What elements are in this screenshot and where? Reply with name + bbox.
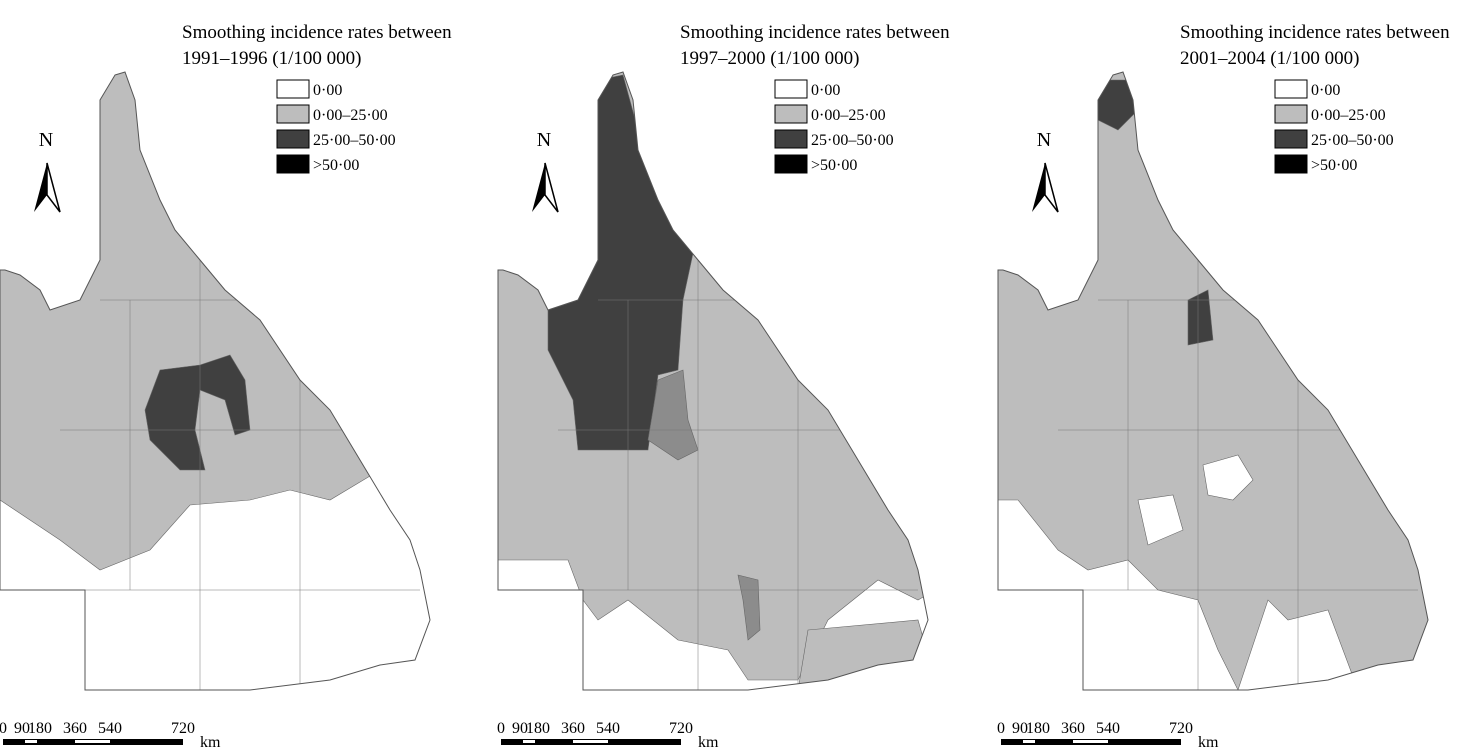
shaded-region <box>998 72 1428 690</box>
scale-bar-segment <box>573 740 608 743</box>
legend-label: >50·00 <box>811 157 857 174</box>
scale-bar-segment <box>25 740 37 743</box>
scale-label: 720 <box>171 720 195 737</box>
legend-swatch <box>1274 129 1308 149</box>
scale-label: 90 <box>512 720 528 737</box>
legend-label: 0·00–25·00 <box>313 107 388 124</box>
scale-label: 180 <box>526 720 550 737</box>
shaded-regions <box>998 72 1428 690</box>
scale-label: 360 <box>561 720 585 737</box>
scale-label: 0 <box>497 720 505 737</box>
scale-label: 0 <box>0 720 7 737</box>
legend-label: 25·00–50·00 <box>811 132 894 149</box>
legend-label: 0·00–25·00 <box>811 107 886 124</box>
legend-swatch <box>276 129 310 149</box>
map-panel: Smoothing incidence rates between 1997–20… <box>497 22 950 751</box>
scale-bar-segment <box>523 740 535 743</box>
state-outline <box>0 71 431 691</box>
legend-label: 25·00–50·00 <box>313 132 396 149</box>
state-outline <box>497 71 929 691</box>
legend-swatch <box>774 104 808 124</box>
legend-swatch <box>276 154 310 174</box>
scale-label: 0 <box>997 720 1005 737</box>
north-arrow-left <box>34 163 47 212</box>
north-label: N <box>537 129 551 151</box>
scale-label: 90 <box>14 720 30 737</box>
map-title: 1997–2000 (1/100 000) <box>680 48 859 69</box>
scale-bar-segment <box>1073 740 1108 743</box>
map-title: 1991–1996 (1/100 000) <box>182 48 361 69</box>
scale-label: 360 <box>63 720 87 737</box>
legend-label: 0·00 <box>313 82 342 99</box>
scale-label: 90 <box>1012 720 1028 737</box>
scale-unit: km <box>1198 734 1219 751</box>
scale-label: 540 <box>1096 720 1120 737</box>
shaded-region <box>1202 454 1254 501</box>
map-title: Smoothing incidence rates between <box>680 22 950 43</box>
state-outline <box>997 71 1429 691</box>
north-label: N <box>1037 129 1051 151</box>
legend-label: >50·00 <box>1311 157 1357 174</box>
legend-swatch <box>774 79 808 99</box>
legend-label: 25·00–50·00 <box>1311 132 1394 149</box>
shaded-region <box>0 72 430 571</box>
map-title: Smoothing incidence rates between <box>182 22 452 43</box>
north-arrow-left <box>1032 163 1045 212</box>
scale-label: 540 <box>596 720 620 737</box>
legend-label: >50·00 <box>313 157 359 174</box>
legend-swatch <box>276 79 310 99</box>
north-arrow-right <box>46 162 61 213</box>
scale-label: 180 <box>1026 720 1050 737</box>
scale-label: 360 <box>1061 720 1085 737</box>
shaded-region <box>1187 289 1214 346</box>
scale-label: 180 <box>28 720 52 737</box>
scale-label: 720 <box>1169 720 1193 737</box>
legend-label: 0·00 <box>1311 82 1340 99</box>
scale-unit: km <box>200 734 221 751</box>
map-panel: Smoothing incidence rates between 2001–20… <box>997 22 1450 751</box>
legend-label: 0·00–25·00 <box>1311 107 1386 124</box>
shaded-region <box>1137 494 1184 546</box>
north-label: N <box>39 129 53 151</box>
legend-label: 0·00 <box>811 82 840 99</box>
scale-label: 720 <box>669 720 693 737</box>
shaded-region <box>797 619 928 690</box>
scale-bar-segment <box>75 740 110 743</box>
legend-swatch <box>1274 104 1308 124</box>
legend-swatch <box>774 129 808 149</box>
scale-unit: km <box>698 734 719 751</box>
north-arrow-right <box>544 162 559 213</box>
north-arrow-right <box>1044 162 1059 213</box>
map-title: Smoothing incidence rates between <box>1180 22 1450 43</box>
legend-swatch <box>774 154 808 174</box>
map-title: 2001–2004 (1/100 000) <box>1180 48 1359 69</box>
legend-swatch <box>1274 154 1308 174</box>
shaded-region <box>144 354 251 471</box>
legend-swatch <box>1274 79 1308 99</box>
scale-label: 540 <box>98 720 122 737</box>
shaded-region <box>737 574 761 641</box>
map-panel: Smoothing incidence rates between 1991–19… <box>0 22 452 751</box>
scale-bar-segment <box>1023 740 1035 743</box>
legend-swatch <box>276 104 310 124</box>
north-arrow-left <box>532 163 545 212</box>
